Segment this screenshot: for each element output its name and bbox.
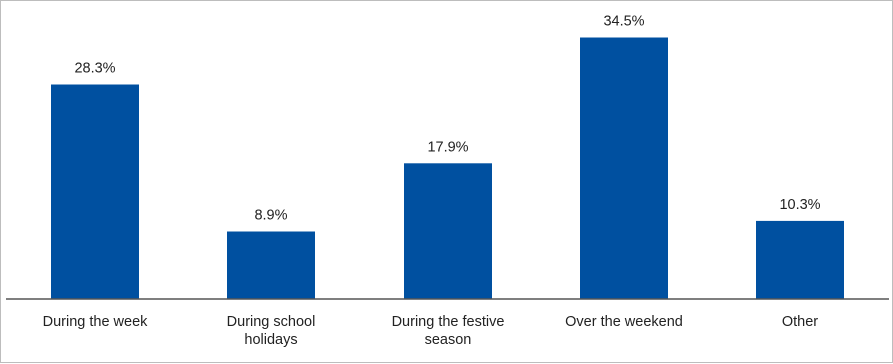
category-label-5: Other bbox=[782, 314, 818, 330]
category-label-2: During school holidays bbox=[227, 314, 316, 348]
value-label-5: 10.3% bbox=[779, 197, 820, 213]
bar-4 bbox=[580, 37, 668, 299]
category-label-4: Over the weekend bbox=[565, 314, 683, 330]
category-label-3-line-1: During the festive bbox=[392, 314, 505, 330]
bar-1 bbox=[51, 84, 139, 299]
value-labels-layer: 28.3% 8.9% 17.9% 34.5% 10.3% bbox=[74, 14, 820, 224]
category-label-1-line-1: During the week bbox=[43, 314, 149, 330]
category-label-1: During the week bbox=[43, 314, 149, 330]
value-label-2: 8.9% bbox=[254, 208, 287, 224]
category-labels-layer: During the week During school holidaysDuri… bbox=[43, 314, 819, 348]
value-label-4: 34.5% bbox=[603, 14, 644, 30]
category-label-2-line-2: holidays bbox=[244, 332, 297, 348]
bar-3 bbox=[404, 163, 492, 299]
category-label-5-line-1: Other bbox=[782, 314, 818, 330]
value-label-3: 17.9% bbox=[427, 139, 468, 155]
bar-5 bbox=[756, 220, 844, 299]
value-label-1: 28.3% bbox=[74, 61, 115, 77]
bars-layer bbox=[51, 37, 844, 299]
category-label-2-line-1: During school bbox=[227, 314, 316, 330]
category-label-4-line-1: Over the weekend bbox=[565, 314, 683, 330]
category-label-3: During the festive season bbox=[392, 314, 505, 348]
bar-2 bbox=[227, 231, 315, 299]
category-label-3-line-2: season bbox=[425, 332, 472, 348]
